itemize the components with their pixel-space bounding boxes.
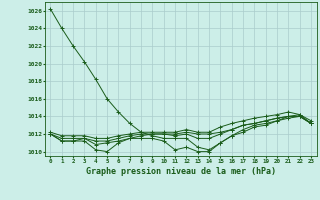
- X-axis label: Graphe pression niveau de la mer (hPa): Graphe pression niveau de la mer (hPa): [86, 167, 276, 176]
